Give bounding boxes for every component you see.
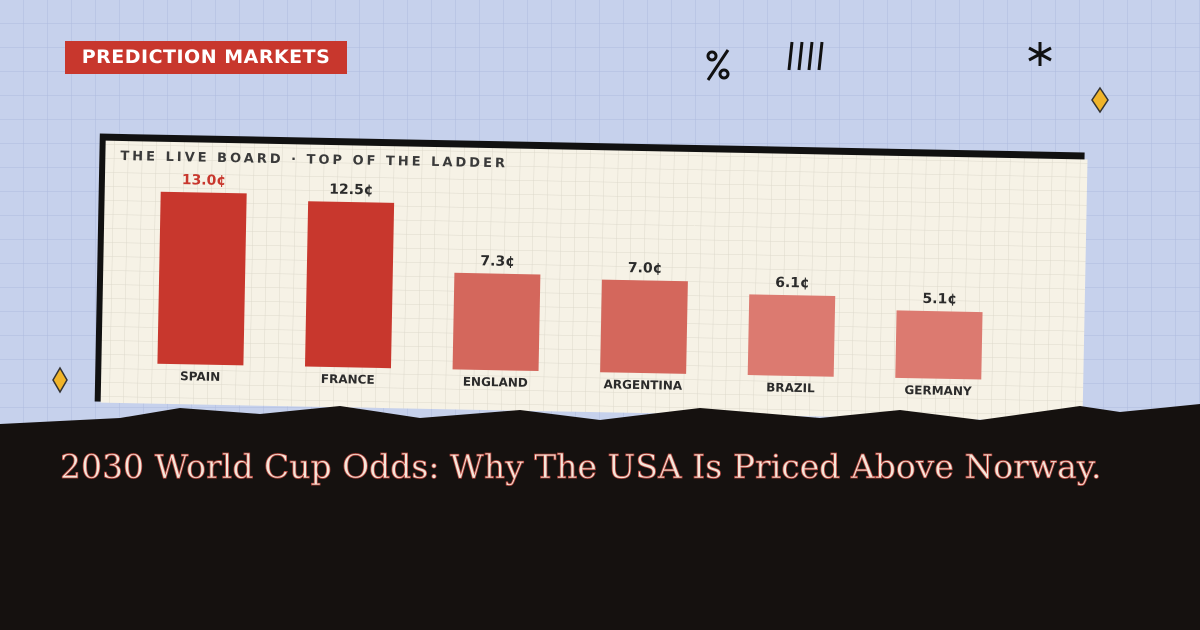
category-label: FRANCE [321, 372, 375, 387]
bar [157, 191, 247, 366]
bar [895, 310, 983, 380]
headline: 2030 World Cup Odds: Why The USA Is Pric… [60, 447, 1102, 486]
bar [304, 201, 395, 369]
category-label: ARGENTINA [603, 377, 683, 393]
dark-band [0, 404, 1200, 630]
category-label: BRAZIL [766, 380, 815, 395]
bar [747, 294, 836, 377]
tag: PREDICTION MARKETS [82, 46, 331, 68]
diamond [1091, 86, 1109, 114]
value-label: 13.0¢ [182, 172, 227, 189]
doodles [706, 41, 1052, 81]
bar [600, 279, 688, 374]
board-title: THE LIVE BOARD · TOP OF THE LADDER [120, 149, 508, 171]
category-label: ENGLAND [463, 375, 528, 390]
diamond [52, 366, 68, 394]
value-label: 12.5¢ [329, 182, 374, 199]
board: THE LIVE BOARD · TOP OF THE LADDER 13.0¢… [94, 133, 1088, 422]
category-label: SPAIN [180, 369, 220, 384]
category-label: GERMANY [904, 383, 972, 398]
board-paper [100, 140, 1088, 422]
value-label: 7.0¢ [628, 260, 663, 277]
tag-box [65, 41, 347, 74]
value-label: 6.1¢ [775, 275, 810, 292]
bar [452, 272, 541, 372]
value-label: 5.1¢ [922, 291, 957, 308]
value-label: 7.3¢ [480, 253, 515, 270]
